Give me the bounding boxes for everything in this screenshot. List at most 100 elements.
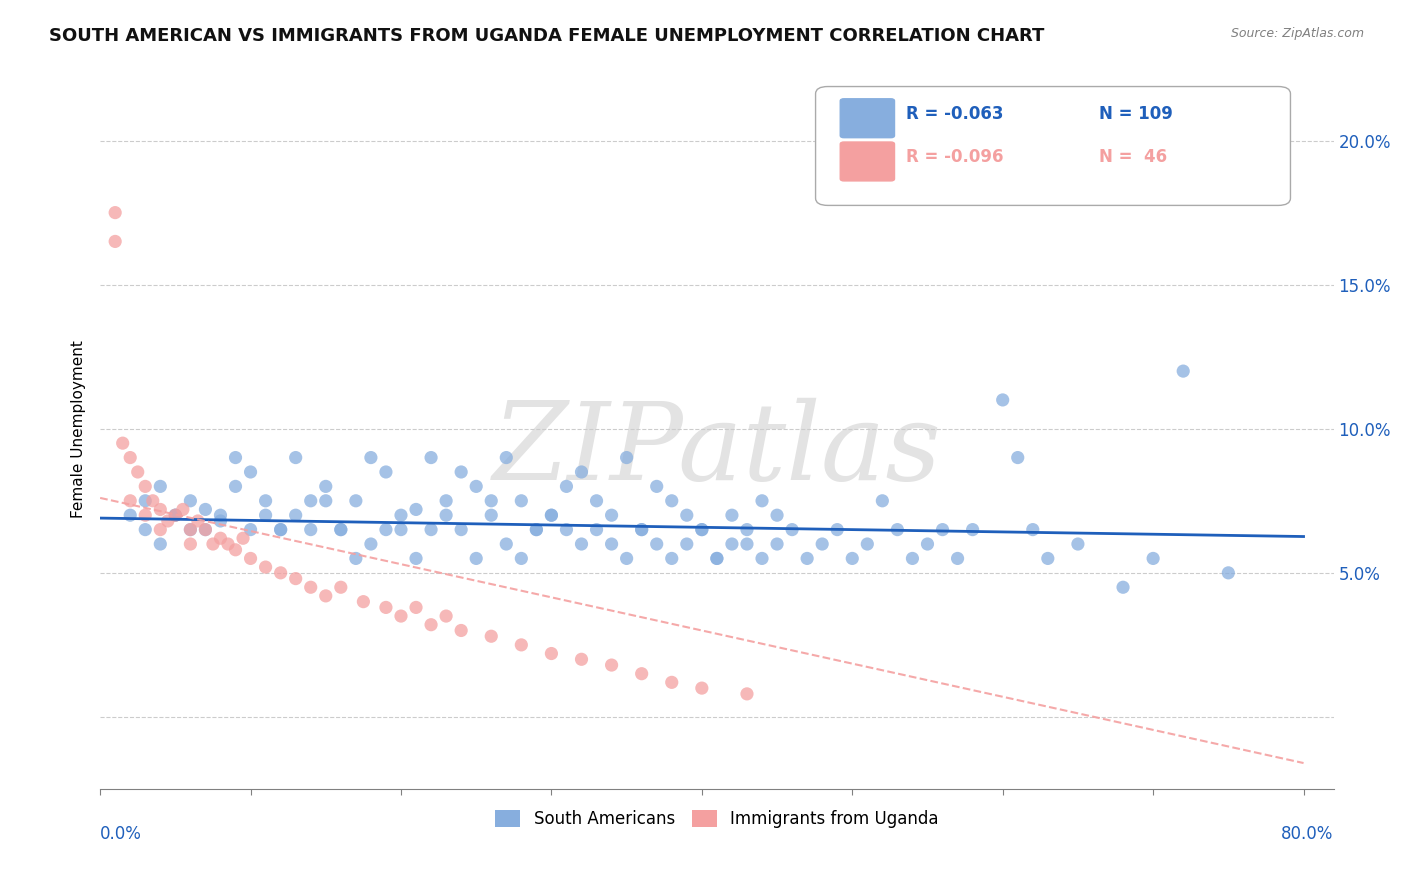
Point <box>510 493 533 508</box>
Point <box>690 681 713 695</box>
Point <box>405 600 427 615</box>
Point <box>735 537 758 551</box>
Point <box>571 652 593 666</box>
Point <box>232 531 254 545</box>
Point <box>360 450 382 465</box>
Text: Source: ZipAtlas.com: Source: ZipAtlas.com <box>1230 27 1364 40</box>
Text: ZIPatlas: ZIPatlas <box>492 398 942 503</box>
Point <box>766 508 789 523</box>
Point <box>1036 551 1059 566</box>
Point <box>510 638 533 652</box>
Point <box>571 537 593 551</box>
Point <box>299 523 322 537</box>
Point <box>254 493 277 508</box>
Point <box>374 465 396 479</box>
Text: SOUTH AMERICAN VS IMMIGRANTS FROM UGANDA FEMALE UNEMPLOYMENT CORRELATION CHART: SOUTH AMERICAN VS IMMIGRANTS FROM UGANDA… <box>49 27 1045 45</box>
Point <box>1173 364 1195 378</box>
Text: N =  46: N = 46 <box>1099 148 1167 166</box>
Point <box>675 537 697 551</box>
Point <box>104 235 127 249</box>
Point <box>374 523 396 537</box>
Point <box>254 508 277 523</box>
Text: R = -0.096: R = -0.096 <box>905 148 1002 166</box>
FancyBboxPatch shape <box>841 142 894 181</box>
Point <box>194 502 217 516</box>
Point <box>389 523 412 537</box>
Point <box>127 465 149 479</box>
Point <box>1067 537 1090 551</box>
Point <box>751 493 773 508</box>
Point <box>450 624 472 638</box>
Point <box>389 609 412 624</box>
Point <box>661 493 683 508</box>
Text: 80.0%: 80.0% <box>1281 825 1334 843</box>
Point <box>690 523 713 537</box>
Point <box>194 523 217 537</box>
Point <box>540 647 562 661</box>
Point <box>616 551 638 566</box>
FancyBboxPatch shape <box>815 87 1291 205</box>
Point <box>555 479 578 493</box>
Point <box>751 551 773 566</box>
Point <box>495 450 517 465</box>
Point <box>284 572 307 586</box>
Point <box>962 523 984 537</box>
Point <box>344 493 367 508</box>
Point <box>134 508 156 523</box>
Point <box>585 523 607 537</box>
Point <box>645 537 668 551</box>
Point <box>540 508 562 523</box>
Point <box>434 493 457 508</box>
Point <box>991 392 1014 407</box>
Point <box>841 551 863 566</box>
Point <box>465 479 488 493</box>
Point <box>172 502 194 516</box>
Point <box>209 531 232 545</box>
Point <box>225 479 247 493</box>
Point <box>344 551 367 566</box>
Point <box>811 537 834 551</box>
Point <box>405 551 427 566</box>
Point <box>284 450 307 465</box>
Point <box>706 551 728 566</box>
Point <box>917 537 939 551</box>
Point <box>479 493 502 508</box>
Point <box>434 508 457 523</box>
Point <box>735 687 758 701</box>
Point <box>329 523 352 537</box>
Point <box>254 560 277 574</box>
Point <box>134 523 156 537</box>
Point <box>360 537 382 551</box>
Point <box>946 551 969 566</box>
Point <box>495 537 517 551</box>
Point <box>661 675 683 690</box>
Point <box>735 523 758 537</box>
Point <box>886 523 908 537</box>
Point <box>524 523 547 537</box>
Text: 0.0%: 0.0% <box>100 825 142 843</box>
Point <box>134 479 156 493</box>
Point <box>149 537 172 551</box>
Point <box>352 595 374 609</box>
Point <box>209 514 232 528</box>
Point <box>149 479 172 493</box>
Point <box>420 617 443 632</box>
Point <box>284 508 307 523</box>
Point <box>149 523 172 537</box>
Point <box>1218 566 1240 580</box>
Point <box>675 508 697 523</box>
Point <box>225 450 247 465</box>
Point <box>510 551 533 566</box>
Point <box>645 479 668 493</box>
Point <box>329 523 352 537</box>
Point <box>630 666 652 681</box>
Point <box>796 551 818 566</box>
Point <box>1142 551 1164 566</box>
Point <box>315 479 337 493</box>
Point <box>465 551 488 566</box>
Point <box>120 508 142 523</box>
FancyBboxPatch shape <box>841 99 894 137</box>
Point <box>315 493 337 508</box>
Point <box>329 580 352 594</box>
Point <box>479 508 502 523</box>
